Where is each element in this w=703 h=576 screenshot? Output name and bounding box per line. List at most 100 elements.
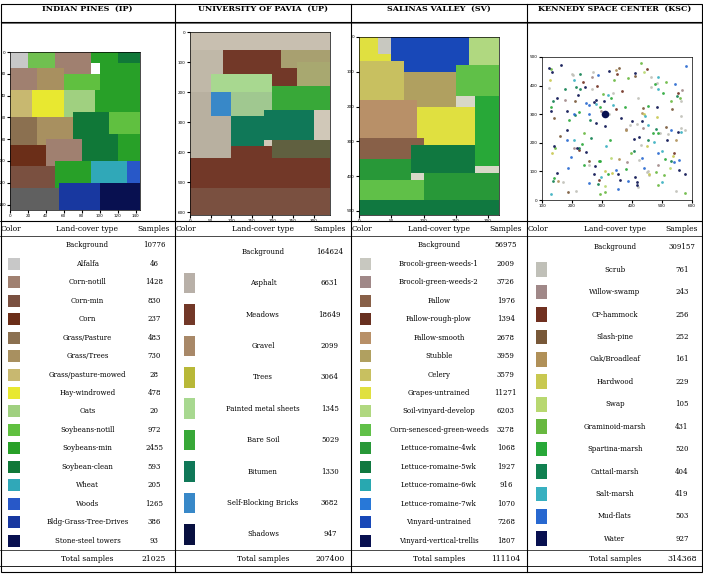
Point [650, 168, 662, 177]
Text: Total samples: Total samples [61, 555, 114, 563]
Point [648, 138, 659, 147]
Bar [59, 183, 100, 210]
Point [609, 75, 620, 85]
Bar [190, 188, 330, 215]
Bar [231, 116, 264, 146]
Point [600, 109, 611, 119]
Point [550, 143, 561, 152]
Point [638, 109, 650, 119]
Bar [359, 479, 371, 491]
Bar [190, 50, 223, 92]
Text: Fallow: Fallow [427, 297, 451, 305]
Text: 3959: 3959 [497, 352, 515, 360]
Bar [359, 535, 371, 547]
Bar [223, 50, 280, 62]
Text: Trees: Trees [253, 373, 273, 381]
Point [583, 178, 595, 187]
Text: 404: 404 [675, 468, 689, 476]
Point [595, 106, 607, 115]
Text: Land-cover type: Land-cover type [56, 225, 119, 233]
Text: 256: 256 [675, 310, 689, 319]
Bar [8, 516, 20, 528]
Point [647, 129, 659, 138]
Bar [536, 487, 547, 501]
Text: Hardwood: Hardwood [596, 378, 633, 386]
Text: UNIVERSITY OF PAVIA  (UP): UNIVERSITY OF PAVIA (UP) [198, 5, 328, 13]
Text: 105: 105 [675, 400, 689, 408]
Text: Lettuce-romaine-7wk: Lettuce-romaine-7wk [401, 500, 477, 508]
Point [652, 148, 664, 157]
Point [547, 96, 558, 105]
Point [665, 126, 676, 135]
Point [574, 146, 585, 155]
Point [560, 96, 571, 105]
Bar [8, 406, 20, 418]
Point [577, 78, 588, 87]
Point [638, 67, 649, 76]
Point [568, 143, 579, 153]
Text: Swap: Swap [605, 400, 625, 408]
Text: 7268: 7268 [497, 518, 515, 526]
Point [591, 118, 602, 127]
Bar [127, 161, 140, 183]
Point [571, 187, 582, 196]
Point [566, 70, 577, 79]
Point [612, 169, 624, 179]
Text: 18649: 18649 [318, 310, 341, 319]
Bar [183, 492, 195, 513]
Bar [264, 110, 314, 140]
Bar [536, 397, 547, 411]
Bar [10, 166, 55, 194]
Bar [28, 52, 55, 69]
Point [586, 84, 598, 93]
Text: CP-hammock: CP-hammock [592, 310, 638, 319]
Text: Total samples: Total samples [237, 555, 289, 563]
Bar [8, 295, 20, 306]
Text: 431: 431 [675, 423, 688, 431]
Text: 1927: 1927 [497, 463, 515, 471]
Bar [8, 387, 20, 399]
Text: Bldg-Grass-Tree-Drives: Bldg-Grass-Tree-Drives [46, 518, 129, 526]
Text: Slash-pine: Slash-pine [597, 333, 633, 341]
Point [611, 70, 622, 79]
Bar [297, 62, 330, 86]
Point [671, 92, 683, 101]
Point [562, 187, 574, 196]
Point [600, 166, 611, 176]
Point [561, 135, 572, 145]
Bar [475, 134, 499, 166]
Point [645, 82, 657, 91]
Text: 3682: 3682 [321, 499, 339, 507]
Bar [183, 304, 195, 325]
Point [657, 146, 668, 156]
Point [642, 120, 653, 129]
Point [660, 77, 671, 86]
Point [574, 69, 586, 78]
Text: 1070: 1070 [497, 500, 515, 508]
Text: Vinyard-vertical-trellis: Vinyard-vertical-trellis [399, 537, 479, 545]
Point [635, 59, 646, 68]
Text: Brocoli-green-weeds-1: Brocoli-green-weeds-1 [399, 260, 479, 268]
Text: KENNEDY SPACE CENTER  (KSC): KENNEDY SPACE CENTER (KSC) [538, 5, 692, 13]
Bar [8, 257, 20, 270]
Text: Shadows: Shadows [247, 530, 279, 539]
Bar [64, 90, 95, 118]
Point [668, 151, 679, 161]
Point [672, 127, 683, 137]
Point [583, 100, 595, 109]
Bar [117, 52, 140, 74]
Bar [190, 122, 231, 158]
Text: Color: Color [527, 225, 548, 233]
Point [661, 122, 672, 131]
Bar [10, 118, 37, 150]
Bar [411, 145, 475, 173]
Bar [183, 273, 195, 293]
Point [548, 173, 559, 182]
Point [650, 124, 662, 134]
Point [643, 170, 654, 179]
Text: Bare Soil: Bare Soil [247, 436, 279, 444]
Bar [272, 86, 330, 110]
Point [591, 96, 602, 105]
Bar [392, 37, 469, 72]
Text: Land-cover type: Land-cover type [408, 225, 470, 233]
